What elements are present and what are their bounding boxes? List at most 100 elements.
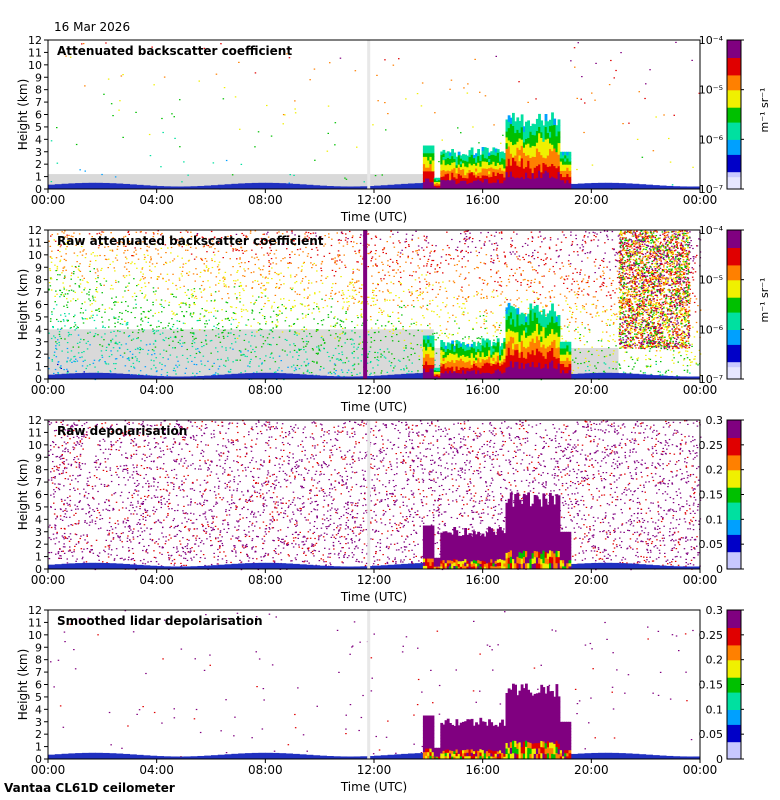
noise-pixel xyxy=(275,273,278,275)
noise-pixel xyxy=(577,326,579,328)
noise-pixel xyxy=(354,250,356,252)
noise-pixel xyxy=(68,333,71,335)
cloud-cell xyxy=(499,164,502,168)
cloud-cell xyxy=(429,145,433,150)
noise-pixel xyxy=(347,289,350,291)
cloud-cell xyxy=(438,186,441,188)
noise-pixel xyxy=(163,349,165,351)
noise-pixel xyxy=(208,319,210,321)
noise-pixel xyxy=(690,271,693,273)
noise-pixel xyxy=(600,340,603,342)
noise-pixel xyxy=(141,329,143,331)
noise-pixel xyxy=(577,331,579,333)
noise-pixel xyxy=(620,52,622,54)
noise-pixel xyxy=(612,322,615,324)
noise-pixel xyxy=(457,332,459,334)
cloud-cell xyxy=(488,155,491,160)
noise-pixel xyxy=(50,289,53,291)
noise-pixel xyxy=(602,311,604,313)
noise-pixel xyxy=(586,257,589,259)
noise-pixel xyxy=(220,358,222,360)
cloud-cell xyxy=(546,160,550,167)
noise-pixel xyxy=(417,329,419,331)
noise-pixel xyxy=(698,92,700,94)
noise-pixel xyxy=(177,255,179,257)
noise-pixel xyxy=(582,307,584,309)
noise-pixel xyxy=(222,280,225,282)
noise-pixel xyxy=(176,356,178,358)
noise-pixel xyxy=(152,301,154,303)
noise-pixel xyxy=(127,305,129,307)
noise-pixel xyxy=(358,280,360,282)
noise-pixel xyxy=(442,272,444,274)
cloud-cell xyxy=(427,185,430,190)
cloud-cell xyxy=(527,171,530,178)
noise-pixel xyxy=(581,305,584,307)
noise-pixel xyxy=(402,290,405,292)
noise-pixel xyxy=(479,91,481,93)
noise-pixel xyxy=(300,348,302,350)
noise-pixel xyxy=(674,323,677,325)
noise-pixel xyxy=(411,293,413,295)
noise-pixel xyxy=(644,97,646,100)
cloud-cell xyxy=(453,170,457,175)
noise-pixel xyxy=(137,337,139,339)
noise-pixel xyxy=(226,335,229,337)
noise-pixel xyxy=(240,246,242,248)
noise-pixel xyxy=(602,285,605,287)
noise-pixel xyxy=(64,293,67,295)
colorbar-segment xyxy=(727,99,741,103)
noise-pixel xyxy=(494,327,496,329)
noise-pixel xyxy=(461,249,463,252)
noise-pixel xyxy=(370,304,372,307)
noise-pixel xyxy=(200,284,203,287)
noise-pixel xyxy=(518,267,521,269)
noise-pixel xyxy=(173,331,175,333)
noise-pixel xyxy=(63,277,66,279)
noise-pixel xyxy=(287,366,289,368)
noise-pixel xyxy=(428,285,430,287)
noise-pixel xyxy=(368,253,370,255)
noise-pixel xyxy=(82,322,85,324)
noise-pixel xyxy=(259,334,262,336)
noise-pixel xyxy=(245,309,247,311)
noise-pixel xyxy=(179,146,181,148)
noise-pixel xyxy=(221,332,223,334)
noise-pixel xyxy=(642,372,645,374)
noise-pixel xyxy=(73,356,75,358)
noise-pixel xyxy=(266,104,268,107)
noise-pixel xyxy=(559,249,562,251)
cloud-cell xyxy=(431,167,435,172)
noise-pixel xyxy=(253,303,255,305)
noise-pixel xyxy=(633,366,635,368)
cloud-cell xyxy=(466,158,470,162)
noise-pixel xyxy=(195,297,198,300)
noise-pixel xyxy=(191,327,193,329)
noise-pixel xyxy=(91,295,94,297)
noise-pixel xyxy=(55,290,57,292)
noise-pixel xyxy=(215,347,217,349)
noise-pixel xyxy=(427,260,429,262)
cloud-cell xyxy=(442,179,446,183)
cloud-cell xyxy=(483,157,487,162)
noise-pixel xyxy=(225,349,227,351)
noise-pixel xyxy=(236,297,238,299)
noise-pixel xyxy=(236,249,239,251)
noise-pixel xyxy=(481,289,483,291)
noise-pixel xyxy=(295,369,297,371)
noise-pixel xyxy=(673,114,675,116)
noise-pixel xyxy=(94,296,96,298)
noise-pixel xyxy=(93,335,95,338)
cloud-cell xyxy=(481,150,485,155)
noise-pixel xyxy=(199,271,202,273)
noise-pixel xyxy=(133,366,135,368)
noise-pixel xyxy=(506,304,509,306)
noise-pixel xyxy=(244,355,246,357)
noise-pixel xyxy=(674,319,676,321)
cloud-cell xyxy=(549,125,552,132)
cloud-cell xyxy=(470,164,474,169)
noise-pixel xyxy=(351,278,354,280)
noise-pixel xyxy=(317,329,319,331)
noise-pixel xyxy=(569,321,571,323)
